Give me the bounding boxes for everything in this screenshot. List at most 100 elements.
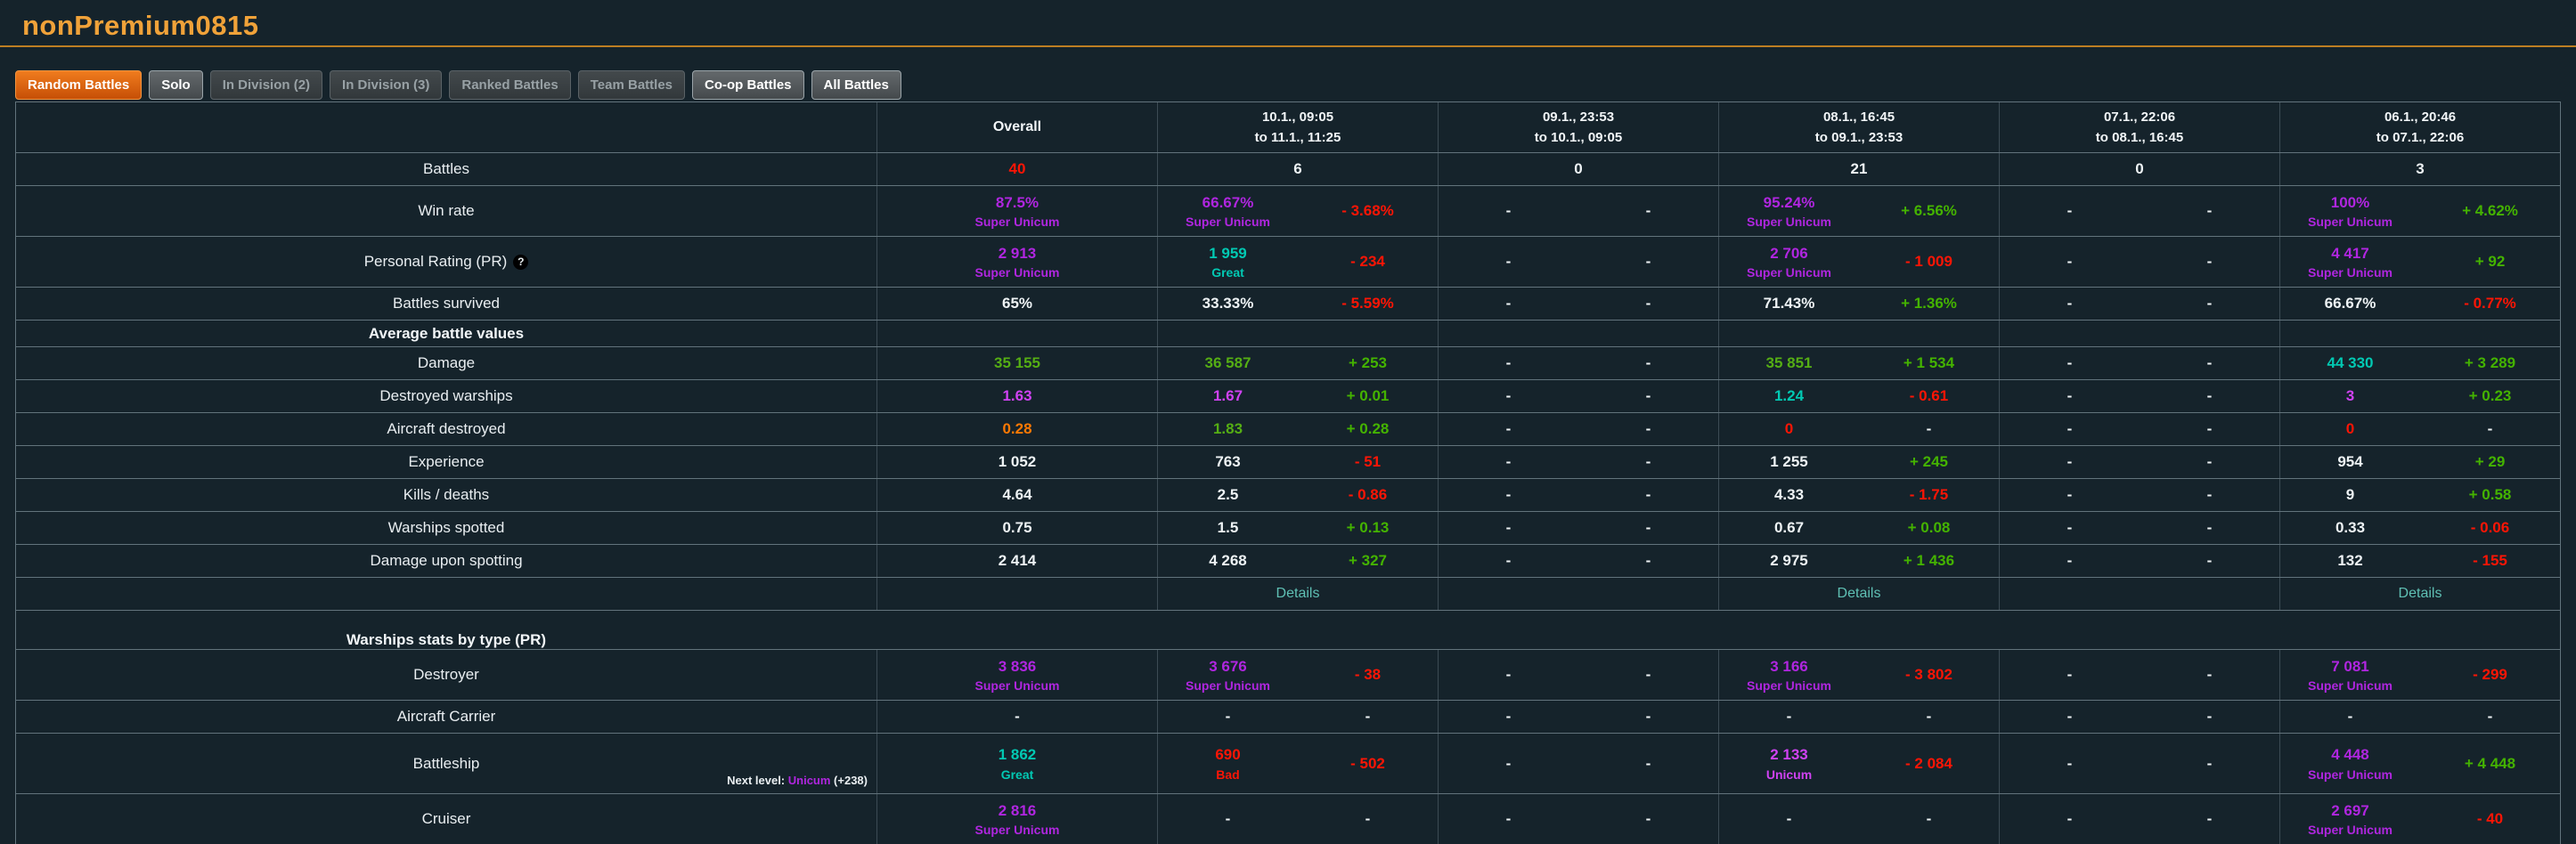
value-delta-split: -- xyxy=(1439,794,1718,844)
stat-delta: + 0.01 xyxy=(1346,387,1390,405)
filter-in-division-3[interactable]: In Division (3) xyxy=(330,70,443,100)
row-label: Personal Rating (PR) xyxy=(363,253,508,270)
stat-value: 2.5 xyxy=(1217,486,1239,504)
table-row: Damage 35 155 36 587 + 253- -35 851 + 1 534- -… xyxy=(16,346,2560,379)
row-label-wrap xyxy=(16,578,876,610)
filter-all-battles[interactable]: All Battles xyxy=(811,70,901,100)
filter-solo[interactable]: Solo xyxy=(149,70,203,100)
value-half: - xyxy=(2000,794,2140,844)
value-half: - xyxy=(1439,479,1578,511)
value-half: 0.67 xyxy=(1719,512,1859,544)
delta-half: + 0.58 xyxy=(2420,479,2560,511)
stat-cell: -- xyxy=(2279,701,2560,733)
table-row: Warships stats by type (PR) xyxy=(16,610,2560,649)
row-label: Destroyer xyxy=(413,666,479,683)
value-half: - xyxy=(2280,701,2420,733)
next-level-rating: Unicum xyxy=(787,774,831,787)
stat-cell: 4 268 + 327 xyxy=(1157,545,1438,577)
stat-cell: 1.67 + 0.01 xyxy=(1157,380,1438,412)
table-row: Aircraft Carrier - - - - - - - - - - - xyxy=(16,700,2560,733)
row-label-cell: Experience xyxy=(16,446,876,478)
stat-value: 1.83 xyxy=(1212,420,1243,438)
filter-in-division-2[interactable]: In Division (2) xyxy=(209,70,323,100)
value-delta-split: -- xyxy=(2000,650,2279,700)
period-start: 07.1., 22:06 xyxy=(2103,109,2176,125)
table-row: Average battle values xyxy=(16,320,2560,346)
stat-cell: 0.28 xyxy=(876,413,1157,445)
stat-value: 4.33 xyxy=(1773,486,1805,504)
row-label-wrap: Aircraft destroyed xyxy=(16,413,876,445)
value-delta-split: 1.24 - 0.61 xyxy=(1719,380,1999,412)
row-label: Aircraft Carrier xyxy=(396,708,496,725)
stat-cell: 1 255 + 245 xyxy=(1718,446,1999,478)
stat-delta: - 3 802 xyxy=(1905,666,1952,684)
stat-cell: -- xyxy=(1438,512,1718,544)
table-row: Details Details Details xyxy=(16,577,2560,610)
stat-delta: - 40 xyxy=(2476,810,2504,828)
value-delta-split: 2 975 + 1 436 xyxy=(1719,545,1999,577)
stat-value: - xyxy=(2067,754,2073,772)
stat-value: - xyxy=(1505,202,1512,220)
stat-delta: - 3.68% xyxy=(1341,202,1394,220)
delta-half: - xyxy=(2140,734,2279,793)
section-title: Average battle values xyxy=(368,324,525,342)
row-label-cell: Battles xyxy=(16,153,876,185)
stat-value: 690 xyxy=(1215,746,1241,764)
stat-value: - xyxy=(1505,666,1512,684)
stat-value: - xyxy=(1505,253,1512,271)
details-link[interactable]: Details xyxy=(1276,586,1320,601)
column-header: 10.1., 09:05 to 11.1., 11:25 xyxy=(1157,102,1438,152)
stat-value: - xyxy=(2067,666,2073,684)
filter-ranked-battles[interactable]: Ranked Battles xyxy=(449,70,571,100)
value-delta-split: -- xyxy=(2000,413,2279,445)
value-half: 2.5 xyxy=(1158,479,1298,511)
delta-half: + 1 436 xyxy=(1859,545,1999,577)
row-label-wrap: Destroyed warships xyxy=(16,380,876,412)
filter-co-op-battles[interactable]: Co-op Battles xyxy=(692,70,804,100)
rating-label: Great xyxy=(1000,767,1034,782)
filter-team-battles[interactable]: Team Battles xyxy=(577,70,686,100)
value-half: - xyxy=(2000,413,2140,445)
value-half: 4 417 Super Unicum xyxy=(2280,237,2420,287)
stat-value: 0 xyxy=(1784,420,1794,438)
details-link[interactable]: Details xyxy=(1837,586,1881,601)
stat-cell: 2 697 Super Unicum - 40 xyxy=(2279,794,2560,844)
stat-value: 44 330 xyxy=(2327,354,2374,372)
stat-cell: 3 166 Super Unicum - 3 802 xyxy=(1718,650,1999,700)
delta-half: - 38 xyxy=(1298,650,1438,700)
rating-label: Super Unicum xyxy=(1747,215,1831,230)
stat-value: 95.24% xyxy=(1763,193,1815,211)
stat-cell: -- xyxy=(1999,512,2279,544)
details-link[interactable]: Details xyxy=(2398,586,2442,601)
delta-half: + 0.08 xyxy=(1859,512,1999,544)
stat-cell xyxy=(2279,321,2560,346)
period-end: to 08.1., 16:45 xyxy=(2095,130,2184,145)
value-delta-split: 71.43% + 1.36% xyxy=(1719,288,1999,320)
delta-half: + 4.62% xyxy=(2420,186,2560,236)
value-delta-split: 0- xyxy=(1719,413,1999,445)
stat-delta: - xyxy=(2206,708,2213,726)
stat-cell: 65% xyxy=(876,288,1157,320)
delta-half: - xyxy=(2140,650,2279,700)
delta-half: - xyxy=(1578,512,1718,544)
help-icon[interactable]: ? xyxy=(513,254,529,270)
value-delta-split: 3 676 Super Unicum - 38 xyxy=(1158,650,1438,700)
value-half: 954 xyxy=(2280,446,2420,478)
stat-delta: - xyxy=(1926,810,1932,828)
table-row: Warships spotted 0.75 1.5 + 0.13- -0.67 + 0.0… xyxy=(16,511,2560,544)
table-row: Damage upon spotting 2 414 4 268 + 327- -2 9… xyxy=(16,544,2560,577)
stat-cell: -- xyxy=(1999,794,2279,844)
stat-delta: - 0.06 xyxy=(2470,519,2510,537)
value-delta-split: 3 166 Super Unicum - 3 802 xyxy=(1719,650,1999,700)
stat-value: - xyxy=(2067,202,2073,220)
next-level-note: Next level: Unicum (+238) xyxy=(727,774,868,787)
period-start: 08.1., 16:45 xyxy=(1822,109,1895,125)
stat-cell: 9 + 0.58 xyxy=(2279,479,2560,511)
delta-half: - 1 009 xyxy=(1859,237,1999,287)
value-delta-split: 2 133 Unicum - 2 084 xyxy=(1719,734,1999,793)
filter-random-battles[interactable]: Random Battles xyxy=(15,70,143,100)
delta-half: - xyxy=(2140,347,2279,379)
delta-half: + 0.01 xyxy=(1298,380,1438,412)
stat-delta: + 245 xyxy=(1909,453,1948,471)
stat-cell xyxy=(1438,321,1718,346)
